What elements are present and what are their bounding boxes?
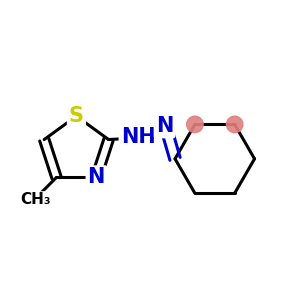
Circle shape xyxy=(187,116,203,133)
Text: N: N xyxy=(88,167,105,188)
Text: CH₃: CH₃ xyxy=(21,192,51,207)
Circle shape xyxy=(226,116,243,133)
Text: N: N xyxy=(156,116,173,136)
Text: NH: NH xyxy=(121,127,155,147)
Text: S: S xyxy=(69,106,84,126)
